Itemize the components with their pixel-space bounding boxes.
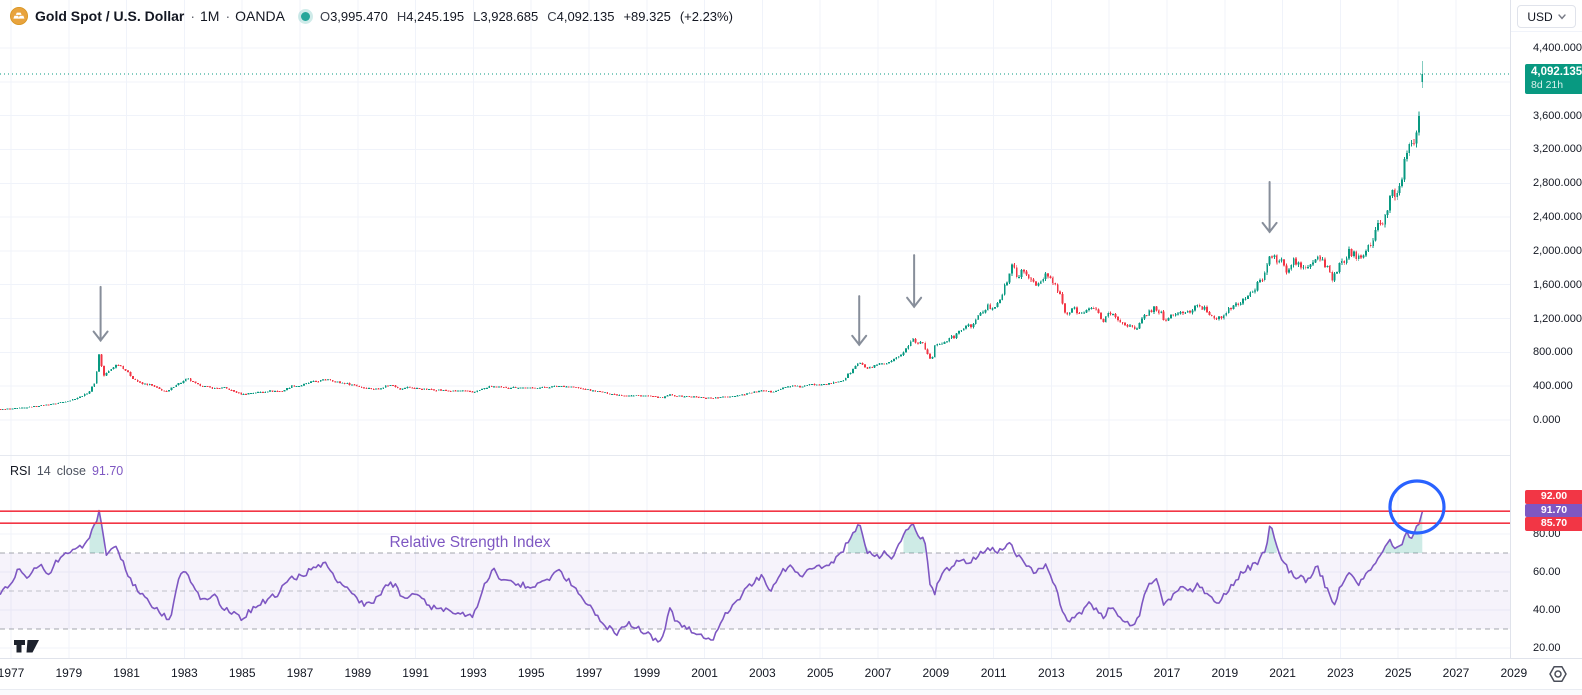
time-axis-year-label: 1995 [517,666,545,680]
low-value: 3,928.685 [480,8,539,24]
time-axis-year-label: 1991 [402,666,429,680]
separator-dot: · [190,8,196,24]
axis-tick-label: 400.000 [1533,380,1573,393]
down-arrow-drawing[interactable] [92,285,109,343]
rsi-length: 14 [36,464,51,478]
currency-label: USD [1527,9,1553,24]
candlesticks [0,61,1424,410]
axis-tick-label: 2,000.000 [1533,244,1582,257]
time-axis-year-label: 1993 [460,666,487,680]
axis-settings-gear-icon[interactable] [1548,664,1568,684]
gridlines [0,0,1510,658]
time-axis-year-label: 2009 [922,666,950,680]
time-axis-year-label: 2017 [1153,666,1181,680]
symbol-header[interactable]: Gold Spot / U.S. Dollar · 1M · OANDA O3,… [10,7,733,25]
time-axis-year-label: 1983 [171,666,198,680]
rsi-level-badge-857: 85.70 [1525,517,1582,531]
rsi-current-value: 91.70 [91,464,124,478]
exchange-label[interactable]: OANDA [235,8,285,24]
axis-tick-label: 0.000 [1533,414,1561,426]
rsi-indicator-header[interactable]: RSI 14 close 91.70 [10,464,123,478]
time-axis-year-label: 2001 [691,666,718,680]
tradingview-logo[interactable] [12,637,42,655]
rsi-overbought-fill [1382,511,1423,553]
circle-drawing[interactable] [1388,479,1446,535]
axis-tick-label: 1,600.000 [1533,278,1582,291]
axis-tick-label: 40.00 [1533,604,1561,616]
time-axis-year-label: 1977 [0,666,25,680]
down-arrow-drawing[interactable] [1261,180,1278,234]
open-label: O [319,8,331,24]
open-value: 3,995.470 [330,8,388,24]
gold-symbol-icon [10,7,28,25]
time-axis-year-label: 1997 [575,666,603,680]
time-axis-year-label: 1985 [228,666,256,680]
time-axis-year-label: 2003 [749,666,776,680]
time-axis-year-label: 2025 [1384,666,1412,680]
bar-countdown: 8d 21h [1531,79,1564,91]
last-price-value: 4,092.135 [1531,66,1582,78]
change-percent: (+2.23%) [679,8,733,24]
interval-label[interactable]: 1M [200,8,220,24]
rsi-line [0,509,1424,643]
close-label: C [547,8,557,24]
high-label: H [396,8,407,24]
time-axis-year-label: 1989 [344,666,372,680]
separator-dot: · [225,8,231,24]
time-axis-year-label: 2007 [864,666,892,680]
close-value: 4,092.135 [556,8,615,24]
axis-tick-label: 1,200.000 [1533,312,1582,325]
down-arrow-drawing[interactable] [851,295,868,347]
time-axis[interactable]: 1977 1979 1981 1983 1985 1987 1989 1991 1993 1995… [0,658,1582,690]
time-axis-year-label: 1981 [113,666,140,680]
axis-tick-label: 3,200.000 [1533,143,1582,156]
time-axis-year-label: 1979 [55,666,83,680]
rsi-band [0,553,1510,629]
rsi-source: close [56,464,86,478]
time-axis-year-label: 2015 [1095,666,1123,680]
time-axis-year-label: 1999 [633,666,661,680]
rsi-value-badge: 91.70 [1525,503,1582,517]
symbol-title[interactable]: Gold Spot / U.S. Dollar [35,8,185,24]
down-arrow-drawing[interactable] [906,254,923,309]
rsi-overbought-fill [903,524,926,553]
time-axis-year-label: 2013 [1038,666,1065,680]
low-label: L [473,8,481,24]
axis-tick-label: 80.00 [1533,528,1561,540]
ohlc-values: O3,995.470 H4,245.195 L3,928.685 C4,092.… [320,9,733,24]
currency-selector-button[interactable]: USD [1517,5,1576,28]
change-value: +89.325 [623,8,671,24]
axis-tick-label: 800.000 [1533,346,1573,359]
price-axis[interactable]: USD 4,400.000 3,600.000 3,200.000 2,800.000… [1510,0,1582,658]
axis-tick-label: 60.00 [1533,566,1561,578]
time-axis-year-label: 1987 [286,666,314,680]
time-axis-year-label: 2019 [1211,666,1239,680]
rsi-level-badge-92: 92.00 [1525,490,1582,504]
axis-tick-label: 2,400.000 [1533,211,1582,224]
axis-tick-label: 4,400.000 [1533,41,1582,54]
time-axis-year-label: 2029 [1500,666,1528,680]
axis-tick-label: 20.00 [1533,642,1561,654]
axis-tick-label: 3,600.000 [1533,109,1582,122]
high-value: 4,245.195 [406,8,465,24]
axis-tick-label: 2,800.000 [1533,177,1582,190]
rsi-overbought-fill [848,524,870,553]
bottom-divider [0,689,1582,695]
rsi-title[interactable]: RSI [10,464,31,478]
rsi-overbought-fill [1262,526,1277,553]
time-axis-year-label: 2023 [1327,666,1354,680]
chart-canvas[interactable]: Relative Strength Index [0,0,1510,658]
last-price-badge: 4,092.135 8d 21h [1525,64,1582,94]
rsi-annotation-text[interactable]: Relative Strength Index [389,534,550,551]
time-axis-year-label: 2005 [806,666,834,680]
time-axis-year-label: 2027 [1442,666,1470,680]
market-status-dot[interactable] [300,11,310,21]
chevron-down-icon [1557,13,1566,19]
price-axis-header [1511,0,1582,32]
time-axis-year-label: 2021 [1269,666,1296,680]
time-axis-year-label: 2011 [980,666,1007,680]
